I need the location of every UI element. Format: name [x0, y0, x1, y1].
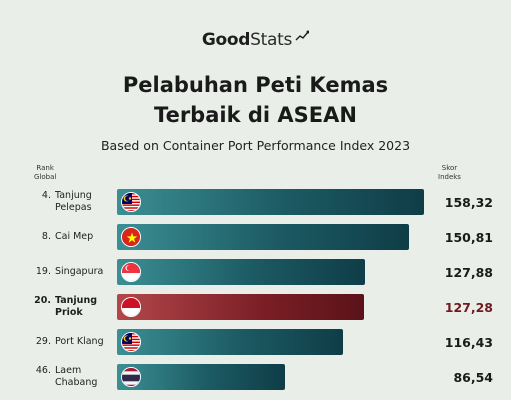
port-name-label: Singapura: [55, 266, 103, 278]
row-label: 19. Singapura: [28, 266, 123, 278]
rank-label: 19.: [35, 266, 51, 277]
brand-logo: GoodStats: [0, 30, 511, 50]
row-label: 4. Tanjung Pelepas: [28, 190, 123, 214]
rank-header-line-1: Rank: [36, 164, 54, 172]
port-name-line: Chabang: [55, 377, 98, 388]
rank-column-header: Rank Global: [34, 164, 56, 181]
chart-title: Pelabuhan Peti Kemas Terbaik di ASEAN: [0, 70, 511, 130]
row-label: 46. Laem Chabang: [28, 365, 123, 389]
bar: [117, 259, 365, 285]
bar: [117, 224, 410, 250]
trend-chart-icon: [295, 30, 310, 41]
port-name-line: Tanjung: [55, 295, 98, 306]
row-label: 8. Cai Mep: [28, 231, 123, 243]
bar: [117, 329, 343, 355]
data-label: 116,43: [444, 335, 493, 350]
port-name-label: Cai Mep: [55, 231, 93, 243]
malaysia-flag-icon: [121, 332, 141, 352]
port-name-line: Laem: [55, 365, 82, 376]
malaysia-flag-icon: [121, 192, 141, 212]
rank-header-line-2: Global: [34, 172, 57, 181]
bar: [117, 189, 424, 215]
vietnam-flag-icon: [121, 227, 141, 247]
chart-title-line-1: Pelabuhan Peti Kemas: [122, 73, 389, 97]
port-name-line: Pelepas: [55, 202, 92, 213]
port-name-label: Tanjung Priok: [55, 295, 97, 319]
singapore-flag-icon: [121, 262, 141, 282]
port-name-label: Port Klang: [55, 336, 104, 348]
port-name-label: Laem Chabang: [55, 365, 97, 389]
data-label: 86,54: [453, 370, 493, 385]
port-name-line: Singapura: [55, 266, 104, 277]
chart-title-line-2: Terbaik di ASEAN: [154, 103, 357, 127]
brand-logo-part2: Stats: [250, 30, 293, 50]
data-label: 127,28: [444, 300, 493, 315]
bar-row: 20. Tanjung Priok 127,28: [0, 292, 511, 322]
bar: [117, 294, 364, 320]
rank-label: 8.: [41, 231, 51, 242]
rank-label: 20.: [34, 295, 51, 306]
bar-row: 4. Tanjung Pelepas 158,32: [0, 187, 511, 217]
rank-label: 29.: [35, 336, 51, 347]
bar-row: 46. Laem Chabang 86,54: [0, 362, 511, 392]
port-name-label: Tanjung Pelepas: [55, 190, 92, 214]
chart-subtitle: Based on Container Port Performance Inde…: [100, 138, 411, 153]
rank-label: 46.: [35, 365, 51, 376]
score-column-header: Skor Indeks: [438, 164, 461, 181]
score-header-line-1: Skor: [441, 164, 458, 172]
score-header-line-2: Indeks: [438, 172, 461, 181]
thailand-flag-icon: [121, 367, 141, 387]
row-label: 29. Port Klang: [28, 336, 123, 348]
bar-row: 29. Port Klang 116,43: [0, 327, 511, 357]
port-name-line: Port Klang: [55, 336, 104, 347]
data-label: 150,81: [444, 230, 493, 245]
port-name-line: Priok: [55, 307, 83, 318]
bar-row: 8. Cai Mep 150,81: [0, 222, 511, 252]
data-label: 158,32: [444, 195, 493, 210]
port-name-line: Tanjung: [55, 190, 92, 201]
row-label: 20. Tanjung Priok: [28, 295, 123, 319]
rank-label: 4.: [41, 190, 51, 201]
bar: [117, 364, 285, 390]
bar-row: 19. Singapura 127,88: [0, 257, 511, 287]
brand-logo-part1: Good: [201, 30, 251, 50]
indonesia-flag-icon: [121, 297, 141, 317]
port-name-line: Cai Mep: [55, 231, 94, 242]
data-label: 127,88: [444, 265, 493, 280]
